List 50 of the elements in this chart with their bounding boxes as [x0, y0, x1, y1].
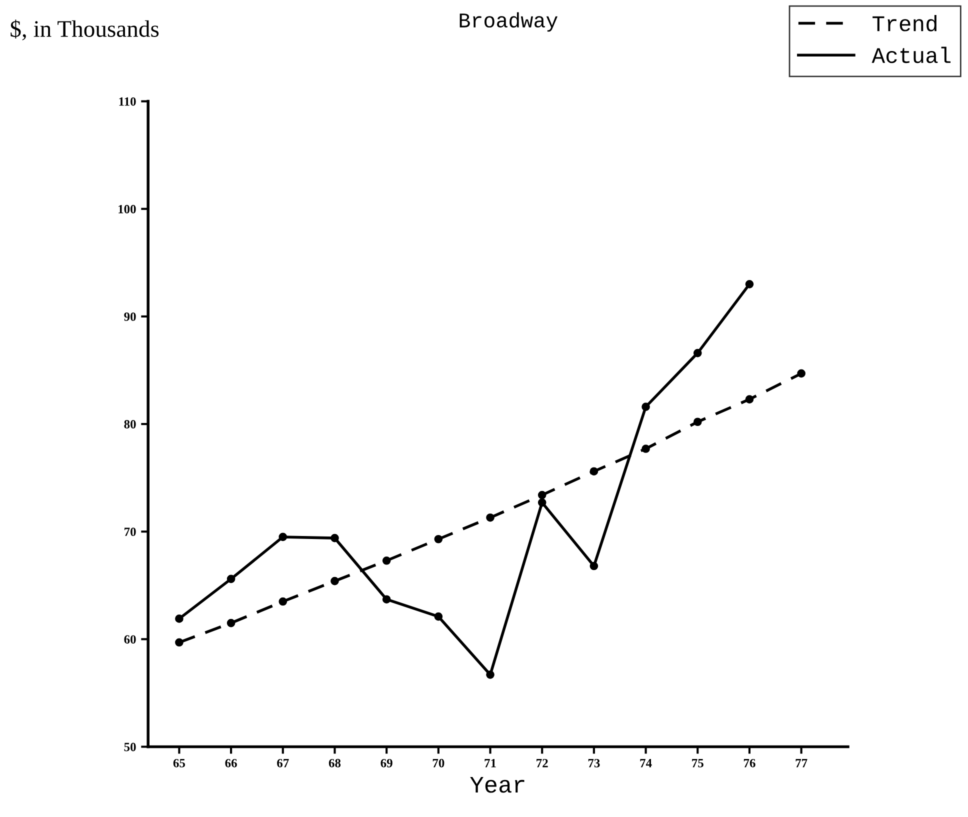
point [745, 395, 754, 404]
x-tick-label: 75 [692, 759, 704, 768]
y-tick-label: 70 [124, 528, 136, 536]
point [226, 574, 236, 584]
y-tick-label: 90 [124, 312, 136, 321]
point [175, 614, 184, 623]
point [590, 562, 598, 570]
y-tick-label: 110 [119, 97, 136, 106]
point [278, 597, 288, 606]
x-axis-title: Year [470, 776, 524, 793]
x-tick-label: 66 [225, 758, 237, 768]
y-tick-label: 100 [118, 204, 136, 214]
x-tick-label: 73 [588, 758, 600, 768]
x-tick-label: 67 [277, 758, 289, 768]
x-tick-label: 65 [173, 758, 185, 768]
legend-label: Trend [872, 14, 936, 32]
point [642, 444, 650, 453]
point [486, 513, 494, 522]
y-tick-label: 60 [124, 635, 136, 644]
point [434, 534, 443, 544]
point [382, 556, 391, 565]
point [382, 595, 391, 604]
point [538, 490, 546, 500]
point [486, 670, 494, 679]
point [538, 498, 546, 507]
point [797, 369, 806, 378]
point [642, 402, 650, 411]
point [693, 418, 702, 426]
legend-label: Actual [872, 46, 951, 64]
y-axis-title: $, in Thousands [10, 20, 159, 40]
point [330, 534, 339, 542]
point [175, 638, 184, 647]
x-tick-label: 77 [796, 759, 808, 768]
y-tick-label: 50 [124, 742, 136, 752]
x-tick-label: 70 [432, 758, 444, 768]
x-tick-label: 69 [380, 758, 392, 768]
x-tick-label: 71 [484, 758, 496, 768]
x-tick-label: 76 [744, 758, 756, 768]
x-tick-label: 72 [536, 758, 548, 768]
x-tick-label: 68 [328, 758, 341, 768]
x-tick-label: 74 [640, 758, 652, 768]
point [278, 532, 288, 542]
point [226, 618, 236, 628]
y-tick-label: 80 [124, 420, 136, 428]
point [693, 348, 702, 358]
point [434, 612, 443, 621]
point [745, 280, 754, 288]
chart-title: Broadway [460, 12, 558, 32]
point [590, 467, 598, 476]
point [330, 576, 339, 586]
